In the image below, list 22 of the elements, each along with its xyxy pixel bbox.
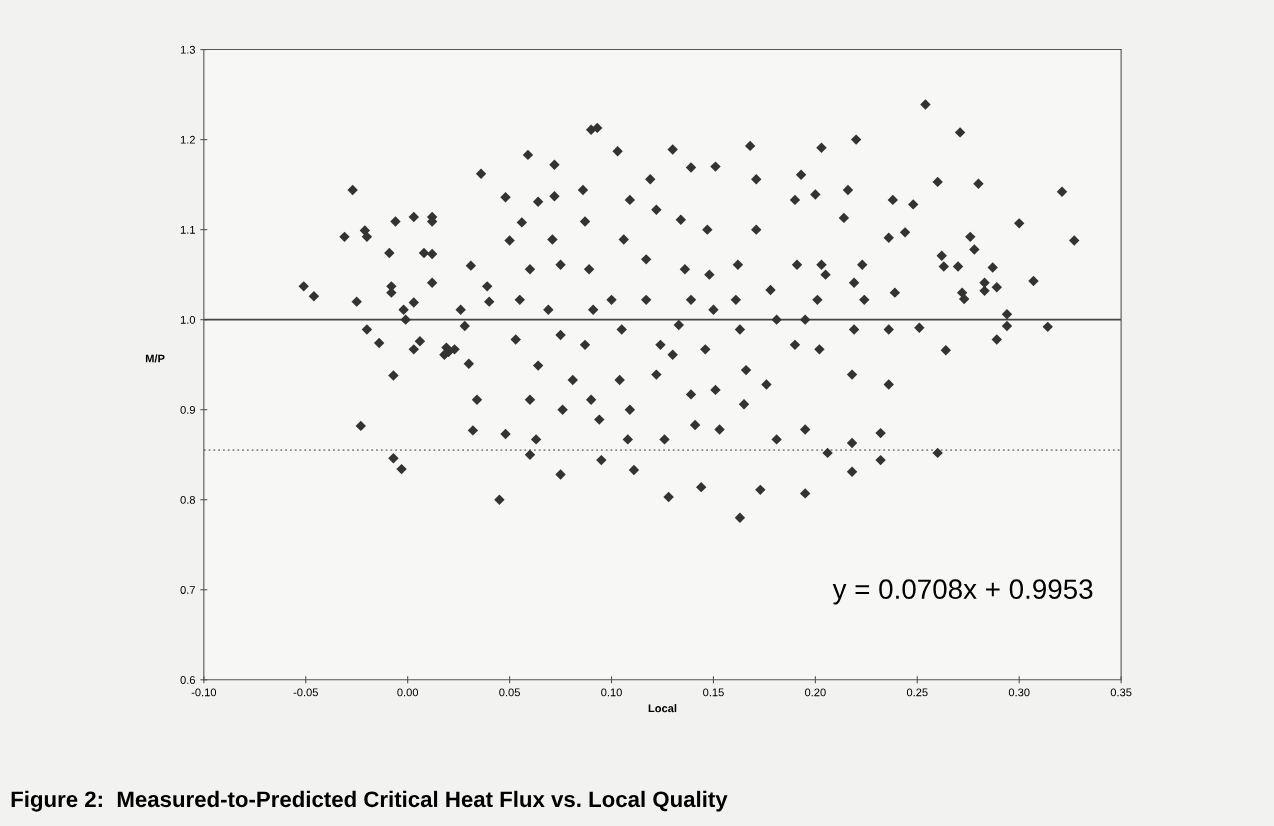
y-tick-label: 0.8 [180, 496, 196, 504]
y-tick-label: 1.3 [180, 45, 196, 54]
y-tick-label: 1.0 [180, 315, 196, 324]
y-tick-label: 1.1 [180, 226, 195, 234]
x-tick-label: 0.20 [804, 688, 826, 697]
y-axis-title: M/P [145, 354, 165, 363]
annotation: y = 0.0708x + 0.9953 [832, 579, 1093, 605]
y-tick-label: 0.9 [180, 405, 195, 414]
y-tick-label: 0.6 [180, 676, 196, 684]
x-tick-label: 0.00 [397, 688, 419, 697]
x-tick-label: 0.35 [1110, 688, 1132, 697]
x-tick-label: -0.10 [191, 688, 217, 697]
x-tick-label: 0.15 [703, 688, 724, 697]
x-tick-label: 0.30 [1008, 688, 1030, 697]
y-tick-label: 0.7 [180, 586, 195, 594]
y-tick-label: 1.2 [180, 135, 195, 144]
x-tick-label: 0.05 [499, 688, 520, 697]
text: Figure 2: Measured-to-Predicted Critical Heat Flux vs. Local Quality [11, 790, 728, 812]
x-axis-title: Local [648, 704, 677, 713]
x-tick-label: -0.05 [293, 688, 318, 697]
x-tick-label: 0.10 [601, 688, 622, 697]
x-tick-label: 0.25 [906, 688, 928, 697]
